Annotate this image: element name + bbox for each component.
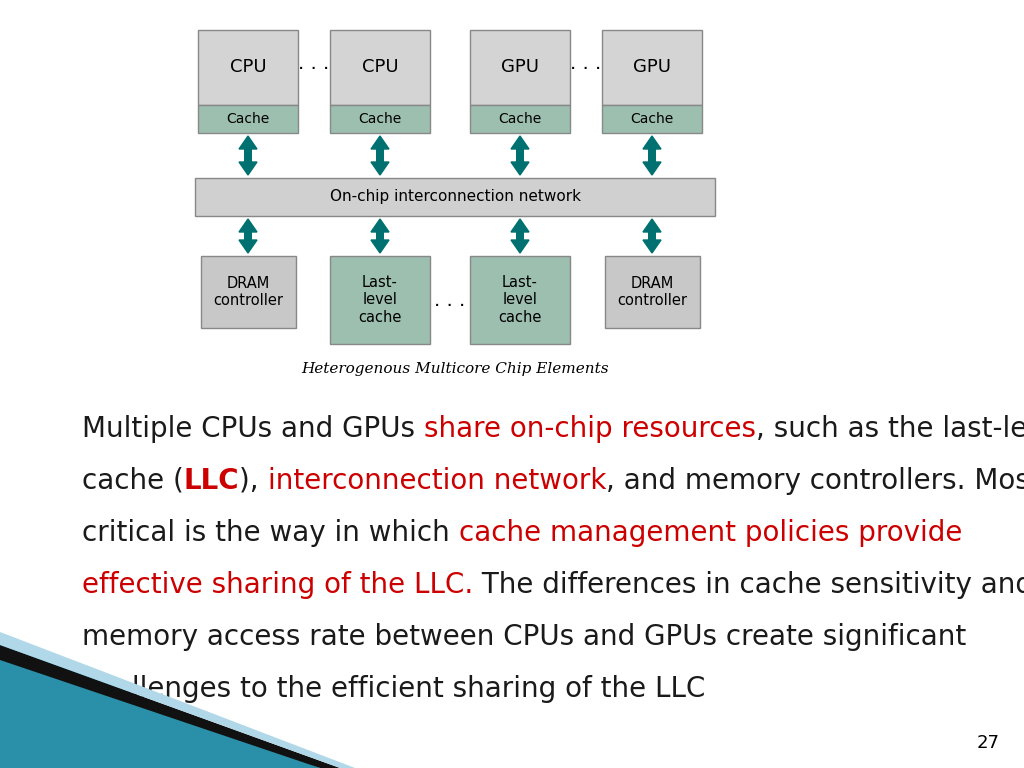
Bar [198,30,298,105]
Text: CPU: CPU [229,58,266,77]
Polygon shape [239,162,257,175]
Bar [648,149,656,162]
Text: share on-chip resources: share on-chip resources [424,415,756,443]
Text: LLC: LLC [183,467,240,495]
Polygon shape [239,240,257,253]
Polygon shape [511,162,529,175]
Bar [602,30,702,105]
Text: effective sharing of the LLC.: effective sharing of the LLC. [82,571,473,599]
Bar [198,105,298,133]
Bar [648,232,656,240]
Bar [376,149,384,162]
Polygon shape [643,162,662,175]
Text: ),: ), [240,467,268,495]
Polygon shape [0,632,355,768]
Polygon shape [239,219,257,232]
Text: cache (: cache ( [82,467,183,495]
Bar [602,105,702,133]
Polygon shape [643,219,662,232]
Polygon shape [0,640,319,768]
Polygon shape [371,219,389,232]
Text: . . .: . . . [570,54,602,73]
Text: cache management policies provide: cache management policies provide [459,519,962,547]
Bar [195,178,715,216]
Bar [330,256,430,344]
Text: Last-
level
cache: Last- level cache [358,275,401,325]
Bar [201,256,296,328]
Polygon shape [511,240,529,253]
Text: . . .: . . . [298,54,330,73]
Text: DRAM
controller: DRAM controller [617,276,687,308]
Text: challenges to the efficient sharing of the LLC: challenges to the efficient sharing of t… [82,675,706,703]
Text: GPU: GPU [501,58,539,77]
Bar [330,30,430,105]
Text: Cache: Cache [631,112,674,126]
Polygon shape [0,645,340,768]
Text: memory access rate between CPUs and GPUs create significant: memory access rate between CPUs and GPUs… [82,623,967,651]
Text: Cache: Cache [358,112,401,126]
Text: . . .: . . . [434,290,466,310]
Bar [330,105,430,133]
Bar [244,232,252,240]
Polygon shape [643,240,662,253]
Bar [470,256,570,344]
Text: , such as the last-level: , such as the last-level [756,415,1024,443]
Polygon shape [371,162,389,175]
Polygon shape [643,136,662,149]
Polygon shape [371,240,389,253]
Bar [470,105,570,133]
Text: GPU: GPU [633,58,671,77]
Polygon shape [239,136,257,149]
Text: The differences in cache sensitivity and: The differences in cache sensitivity and [473,571,1024,599]
Text: DRAM
controller: DRAM controller [213,276,283,308]
Text: critical is the way in which: critical is the way in which [82,519,459,547]
Text: Cache: Cache [226,112,269,126]
Text: 27: 27 [977,734,1000,752]
Bar [376,232,384,240]
Text: CPU: CPU [361,58,398,77]
Text: Cache: Cache [499,112,542,126]
Polygon shape [371,136,389,149]
Text: On-chip interconnection network: On-chip interconnection network [330,190,581,204]
Bar [244,149,252,162]
Bar [516,149,524,162]
Text: , and memory controllers. Most: , and memory controllers. Most [606,467,1024,495]
Text: interconnection network: interconnection network [268,467,606,495]
Text: Multiple CPUs and GPUs: Multiple CPUs and GPUs [82,415,424,443]
Text: Last-
level
cache: Last- level cache [499,275,542,325]
Bar [470,30,570,105]
Text: Heterogenous Multicore Chip Elements: Heterogenous Multicore Chip Elements [301,362,609,376]
Bar [516,232,524,240]
Polygon shape [511,136,529,149]
Polygon shape [511,219,529,232]
Bar [604,256,699,328]
